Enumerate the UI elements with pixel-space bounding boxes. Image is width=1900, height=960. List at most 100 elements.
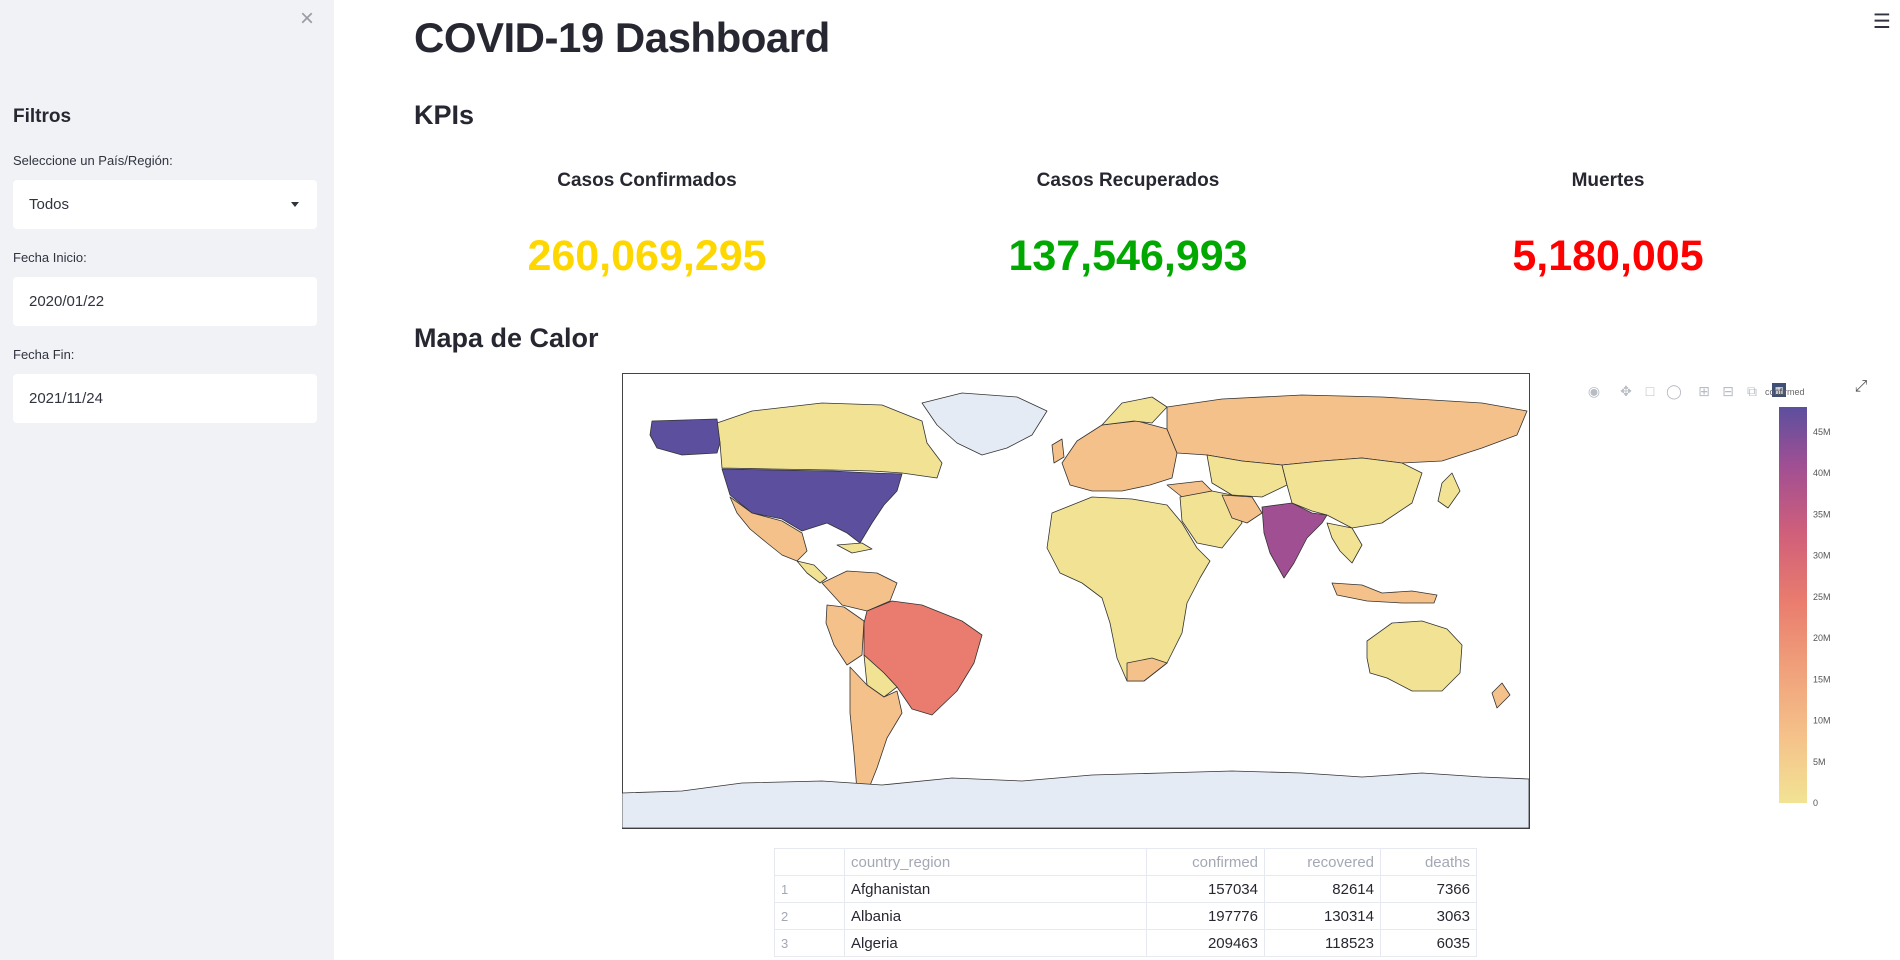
fullscreen-icon[interactable]: ⤢ bbox=[1854, 378, 1868, 395]
india[interactable] bbox=[1261, 502, 1328, 579]
close-sidebar-icon[interactable]: × bbox=[299, 5, 314, 32]
kpi-deaths-label: Muertes bbox=[1571, 170, 1645, 191]
cell-deaths: 6035 bbox=[1380, 929, 1477, 957]
new-zealand[interactable] bbox=[1491, 682, 1511, 709]
iran[interactable] bbox=[1221, 494, 1263, 524]
end-date-value: 2021/11/24 bbox=[29, 390, 103, 407]
row-index: 1 bbox=[774, 875, 845, 903]
china[interactable] bbox=[1281, 457, 1423, 529]
colorbar-ticks: 0 5M 10M 15M 20M 25M 30M 35M 40M 45M bbox=[1813, 427, 1831, 808]
cell-confirmed: 157034 bbox=[1146, 875, 1265, 903]
plotly-logo-icon[interactable]: ▦ bbox=[1772, 383, 1786, 397]
kpi-deaths-value: 5,180,005 bbox=[1512, 232, 1704, 280]
colorbar-tick-label: 30M bbox=[1813, 551, 1831, 561]
box-select-icon[interactable]: □ bbox=[1645, 383, 1655, 399]
lasso-icon[interactable]: ◯ bbox=[1666, 383, 1682, 399]
cell-recovered: 82614 bbox=[1264, 875, 1381, 903]
cell-country: Afghanistan bbox=[844, 875, 1147, 903]
end-date-input[interactable]: 2021/11/24 bbox=[13, 374, 317, 423]
sidebar-title: Filtros bbox=[13, 106, 72, 127]
colorbar-tick-label: 10M bbox=[1813, 716, 1831, 726]
country-select-value: Todos bbox=[29, 196, 70, 213]
choropleth-map[interactable] bbox=[622, 373, 1530, 829]
colorbar-tick-label: 45M bbox=[1813, 427, 1831, 437]
cell-confirmed: 197776 bbox=[1146, 902, 1265, 930]
uk[interactable] bbox=[1051, 438, 1065, 464]
colorbar-tick-label: 15M bbox=[1813, 674, 1831, 684]
header-deaths[interactable]: deaths bbox=[1380, 848, 1477, 876]
africa[interactable] bbox=[1046, 496, 1211, 682]
caribbean[interactable] bbox=[836, 542, 873, 554]
cell-confirmed: 209463 bbox=[1146, 929, 1265, 957]
bolivia-paraguay[interactable] bbox=[863, 654, 898, 698]
table-header-row: country_region confirmed recovered death… bbox=[774, 848, 1477, 876]
zoom-out-icon[interactable]: ⊟ bbox=[1722, 383, 1734, 399]
russia[interactable] bbox=[1166, 394, 1528, 466]
autoscale-icon[interactable]: ⧉ bbox=[1747, 383, 1757, 399]
antarctica[interactable] bbox=[622, 770, 1530, 829]
header-recovered[interactable]: recovered bbox=[1264, 848, 1381, 876]
start-date-label: Fecha Inicio: bbox=[13, 250, 87, 265]
greenland[interactable] bbox=[921, 392, 1048, 456]
cell-deaths: 3063 bbox=[1380, 902, 1477, 930]
main-menu-icon[interactable]: ☰ bbox=[1873, 11, 1891, 33]
cell-country: Albania bbox=[844, 902, 1147, 930]
colorbar-tick-label: 20M bbox=[1813, 633, 1831, 643]
colorbar: confirmed 0 5M 10M 15M 20M 25M 30M 35M 40M 45M bbox=[1765, 387, 1831, 808]
start-date-value: 2020/01/22 bbox=[29, 293, 105, 310]
canada[interactable] bbox=[716, 402, 943, 479]
australia[interactable] bbox=[1366, 620, 1463, 692]
kpi-recovered-label: Casos Recuperados bbox=[1036, 170, 1220, 191]
colorbar-tick-label: 40M bbox=[1813, 468, 1831, 478]
northern-south-america[interactable] bbox=[821, 570, 898, 612]
colorbar-tick-label: 35M bbox=[1813, 509, 1831, 519]
southeast-asia[interactable] bbox=[1326, 522, 1363, 564]
start-date-input[interactable]: 2020/01/22 bbox=[13, 277, 317, 326]
colorbar-tick-label: 25M bbox=[1813, 592, 1831, 602]
end-date-label: Fecha Fin: bbox=[13, 347, 75, 362]
table-row: 3 Algeria 209463 118523 6035 bbox=[774, 929, 1477, 957]
peru[interactable] bbox=[825, 604, 865, 666]
central-asia[interactable] bbox=[1206, 454, 1288, 498]
table-row: 2 Albania 197776 130314 3063 bbox=[774, 902, 1477, 930]
argentina-chile[interactable] bbox=[849, 666, 903, 794]
europe[interactable] bbox=[1061, 420, 1178, 492]
kpi-recovered: Casos Recuperados 137,546,993 bbox=[928, 170, 1328, 281]
kpi-confirmed-value: 260,069,295 bbox=[527, 232, 767, 280]
header-confirmed[interactable]: confirmed bbox=[1146, 848, 1265, 876]
row-index: 3 bbox=[774, 929, 845, 957]
central-america[interactable] bbox=[796, 560, 828, 584]
cell-country: Algeria bbox=[844, 929, 1147, 957]
japan[interactable] bbox=[1437, 472, 1461, 509]
pan-icon[interactable]: ✥ bbox=[1620, 383, 1632, 399]
colorbar-title: confirmed bbox=[1765, 387, 1805, 397]
sidebar: × Filtros Seleccione un País/Región: Tod… bbox=[0, 0, 334, 960]
heatmap-heading: Mapa de Calor bbox=[414, 323, 599, 353]
header-index bbox=[774, 848, 845, 876]
page-title: COVID-19 Dashboard bbox=[414, 14, 830, 61]
usa[interactable] bbox=[721, 468, 903, 544]
alaska[interactable] bbox=[649, 418, 721, 456]
indonesia[interactable] bbox=[1331, 582, 1438, 604]
data-table[interactable]: country_region confirmed recovered death… bbox=[774, 848, 1477, 957]
kpi-recovered-value: 137,546,993 bbox=[1008, 232, 1248, 280]
table-row: 1 Afghanistan 157034 82614 7366 bbox=[774, 875, 1477, 903]
cell-deaths: 7366 bbox=[1380, 875, 1477, 903]
colorbar-gradient bbox=[1779, 407, 1807, 803]
country-select-label: Seleccione un País/Región: bbox=[13, 153, 173, 168]
country-select[interactable]: Todos bbox=[13, 180, 317, 229]
kpis-heading: KPIs bbox=[414, 100, 475, 130]
chevron-down-icon bbox=[291, 202, 299, 207]
zoom-in-icon[interactable]: ⊞ bbox=[1698, 383, 1710, 399]
cell-recovered: 130314 bbox=[1264, 902, 1381, 930]
kpi-deaths: Muertes 5,180,005 bbox=[1408, 170, 1808, 281]
header-country[interactable]: country_region bbox=[844, 848, 1147, 876]
colorbar-tick-label: 0 bbox=[1813, 798, 1818, 808]
south-africa[interactable] bbox=[1126, 657, 1168, 682]
cell-recovered: 118523 bbox=[1264, 929, 1381, 957]
kpi-confirmed-label: Casos Confirmados bbox=[557, 170, 737, 191]
colorbar-tick-label: 5M bbox=[1813, 757, 1826, 767]
row-index: 2 bbox=[774, 902, 845, 930]
kpi-confirmed: Casos Confirmados 260,069,295 bbox=[447, 170, 847, 281]
camera-icon[interactable]: ◉ bbox=[1587, 383, 1601, 399]
